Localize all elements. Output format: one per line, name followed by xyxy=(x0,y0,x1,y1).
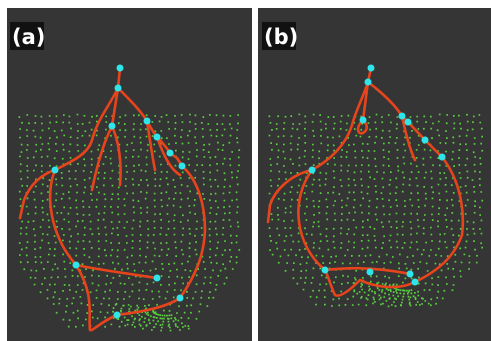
node xyxy=(52,167,59,174)
node xyxy=(115,85,122,92)
page: (a) (b) (() => { const data = JSON.parse… xyxy=(0,0,491,341)
node xyxy=(309,167,316,174)
panel-b-background xyxy=(258,8,491,341)
node xyxy=(412,279,419,286)
node xyxy=(407,271,414,278)
node xyxy=(405,119,412,126)
node xyxy=(179,163,186,170)
node xyxy=(439,154,446,161)
node xyxy=(117,65,124,72)
node xyxy=(399,113,406,120)
node xyxy=(365,79,372,86)
node xyxy=(144,118,151,125)
node xyxy=(167,150,174,157)
node xyxy=(368,65,375,72)
node xyxy=(154,275,161,282)
node xyxy=(73,262,80,269)
node xyxy=(367,269,374,276)
panel-label: (a) xyxy=(12,25,45,49)
node xyxy=(322,267,329,274)
node xyxy=(154,134,161,141)
figure: (a) (b) xyxy=(0,0,491,341)
panel-label: (b) xyxy=(264,25,298,49)
node xyxy=(177,295,184,302)
node xyxy=(360,117,367,124)
node xyxy=(114,312,121,319)
node xyxy=(422,137,429,144)
node xyxy=(109,123,116,130)
